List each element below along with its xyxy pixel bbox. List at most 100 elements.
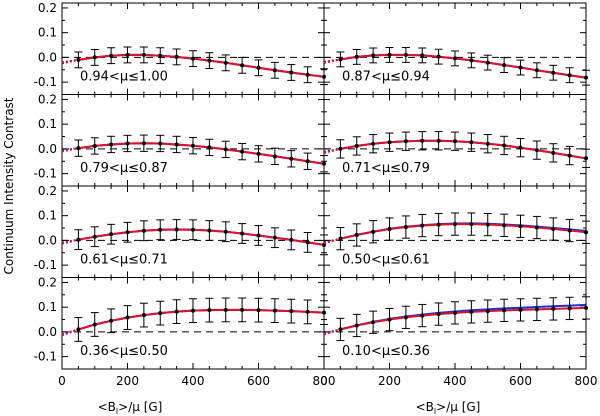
fit-extrapolation-red — [61, 328, 79, 337]
panel-2: 0.87<μ≤0.94 — [323, 2, 590, 95]
y-tick-label: -0.1 — [34, 258, 57, 272]
data-point — [240, 149, 245, 154]
fit-line-red — [340, 306, 587, 331]
x-axis-label-left: <Bl>/μ [G] — [98, 400, 163, 416]
data-point — [141, 141, 146, 146]
x-tick-label: 400 — [182, 374, 205, 388]
panel-label: 0.10<μ≤0.36 — [342, 344, 430, 359]
data-point — [354, 232, 359, 237]
data-point — [420, 223, 425, 228]
data-point — [256, 65, 261, 70]
x-tick-label: 800 — [575, 374, 598, 388]
data-point — [272, 154, 277, 159]
y-tick-label: 0.2 — [38, 275, 57, 289]
data-point — [518, 307, 523, 312]
data-point — [338, 236, 343, 241]
data-point — [420, 138, 425, 143]
fit-line-red — [78, 142, 325, 165]
data-point — [338, 327, 343, 332]
data-point — [436, 138, 441, 143]
data-point — [420, 313, 425, 318]
data-point — [92, 55, 97, 60]
data-point — [109, 318, 114, 323]
y-tick-label: -0.1 — [34, 350, 57, 364]
panel-label: 0.61<μ≤0.71 — [80, 253, 168, 268]
data-point — [469, 222, 474, 227]
data-point — [92, 234, 97, 239]
data-point — [485, 309, 490, 314]
data-point — [453, 310, 457, 315]
panel-4: 0.71<μ≤0.79 — [323, 94, 590, 187]
x-tick-label: 600 — [247, 374, 270, 388]
data-point — [207, 228, 212, 233]
data-point — [436, 312, 441, 317]
data-point — [518, 145, 523, 150]
data-point — [551, 227, 556, 232]
data-point — [469, 309, 474, 314]
fit-extrapolation-red — [61, 58, 79, 65]
data-point — [256, 233, 261, 238]
y-tick-label: 0.2 — [38, 92, 57, 106]
data-point — [502, 63, 507, 68]
y-tick-label: 0.1 — [38, 209, 57, 223]
data-point — [305, 159, 310, 164]
data-point — [584, 75, 588, 80]
data-point — [534, 307, 539, 312]
data-point — [338, 146, 343, 151]
panel-7: 0 200 400 600 800 -0.1 0.0 0.1 0.2 0.36<μ≤0.50 — [34, 275, 336, 388]
data-point — [92, 143, 97, 148]
fit-extrapolation-red — [323, 147, 341, 154]
fit-line-red — [340, 223, 587, 240]
data-point — [371, 229, 376, 234]
data-point — [174, 227, 179, 232]
fit-line-red — [78, 308, 325, 331]
data-point — [371, 320, 376, 325]
data-point — [125, 52, 130, 57]
y-tick-label: -0.1 — [34, 167, 57, 181]
data-point — [223, 60, 228, 65]
fit-extrapolation-red — [61, 147, 79, 153]
data-point — [485, 222, 490, 227]
data-point — [125, 141, 130, 146]
data-point — [584, 156, 588, 161]
data-point — [76, 237, 81, 242]
data-point — [158, 311, 163, 316]
y-tick-label: 0.0 — [38, 325, 57, 339]
y-tick-label: 0.0 — [38, 142, 57, 156]
data-point — [567, 228, 572, 233]
data-point — [436, 54, 441, 59]
data-point — [403, 225, 408, 230]
data-point — [109, 232, 114, 237]
data-point — [338, 57, 343, 62]
x-tick-label: 600 — [509, 374, 532, 388]
data-point — [158, 53, 163, 58]
data-point — [207, 308, 212, 313]
data-point — [371, 53, 376, 58]
data-point — [584, 230, 588, 235]
data-point — [92, 322, 97, 327]
data-point — [518, 224, 523, 229]
data-point — [305, 309, 310, 314]
fit-line-red — [78, 53, 325, 78]
y-axis-label: Continuum Intensity Contrast — [2, 97, 16, 274]
data-point — [289, 156, 294, 161]
data-point — [403, 139, 408, 144]
data-point — [403, 52, 408, 57]
data-point — [453, 222, 457, 227]
data-point — [371, 141, 376, 146]
data-point — [76, 146, 81, 151]
panel-label: 0.94<μ≤1.00 — [80, 70, 168, 85]
data-point — [502, 308, 507, 313]
data-point — [191, 308, 195, 313]
data-point — [289, 70, 294, 75]
fit-line-red — [340, 139, 587, 160]
data-point — [354, 54, 359, 59]
data-point — [387, 140, 392, 145]
fit-extrapolation-red — [61, 238, 79, 245]
panel-1: -0.1 0.0 0.1 0.2 0.94<μ≤1.00 — [34, 1, 328, 95]
data-point — [305, 240, 310, 245]
data-point — [485, 60, 490, 65]
data-point — [191, 143, 195, 148]
data-point — [125, 315, 130, 320]
